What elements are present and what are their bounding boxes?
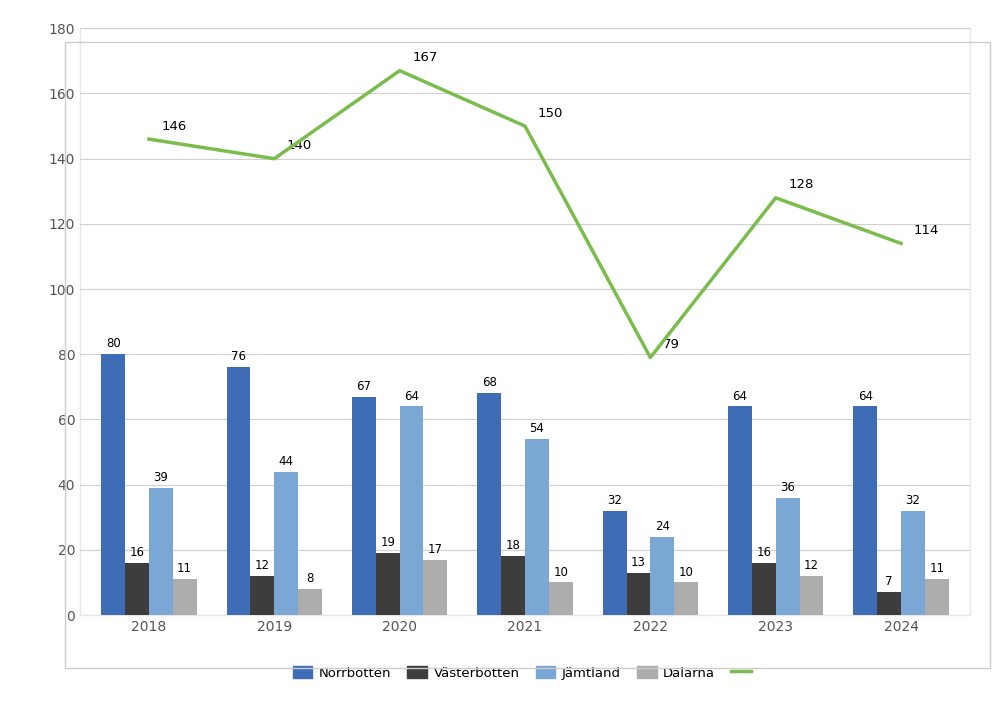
Bar	[477, 393, 501, 615]
Text: 67: 67	[356, 380, 371, 393]
Bar	[800, 576, 823, 615]
Text: 17: 17	[428, 543, 443, 556]
Bar	[423, 560, 447, 615]
Text: 79: 79	[663, 338, 680, 351]
Bar	[400, 407, 423, 615]
Bar	[101, 354, 125, 615]
Text: 18: 18	[506, 539, 521, 552]
Text: 24: 24	[655, 520, 670, 533]
Bar	[274, 472, 298, 615]
Text: 32: 32	[607, 494, 622, 507]
Text: 11: 11	[177, 562, 192, 575]
Bar	[250, 576, 274, 615]
Text: 7: 7	[885, 575, 893, 588]
Text: 44: 44	[279, 455, 294, 468]
Bar	[149, 488, 173, 615]
Text: 10: 10	[679, 566, 694, 578]
Text: 150: 150	[538, 107, 563, 119]
Text: 16: 16	[130, 546, 145, 559]
Text: 10: 10	[553, 566, 568, 578]
Text: 114: 114	[914, 224, 939, 237]
Bar	[501, 556, 525, 615]
Text: 19: 19	[380, 536, 395, 549]
Bar	[877, 592, 901, 615]
Bar	[728, 407, 752, 615]
Bar	[674, 583, 698, 615]
Text: 8: 8	[306, 572, 314, 585]
Text: 39: 39	[153, 471, 168, 484]
Bar	[525, 439, 549, 615]
Text: 64: 64	[732, 390, 747, 402]
Text: 11: 11	[929, 562, 944, 575]
Bar	[650, 537, 674, 615]
Bar	[125, 563, 149, 615]
Legend: Norrbotten, Västerbotten, Jämtland, Dalarna, : Norrbotten, Västerbotten, Jämtland, Dala…	[287, 661, 763, 685]
Text: 13: 13	[631, 556, 646, 569]
Bar	[173, 579, 197, 615]
Bar	[853, 407, 877, 615]
Text: 128: 128	[788, 178, 814, 192]
Text: 76: 76	[231, 351, 246, 363]
Text: 140: 140	[287, 139, 312, 152]
Text: 32: 32	[906, 494, 920, 507]
Bar	[227, 368, 250, 615]
Bar	[352, 397, 376, 615]
Text: 12: 12	[255, 559, 270, 572]
Text: 167: 167	[412, 51, 438, 64]
Text: 12: 12	[804, 559, 819, 572]
Text: 64: 64	[404, 390, 419, 402]
Bar	[901, 510, 925, 615]
Text: 36: 36	[780, 481, 795, 493]
Bar	[549, 583, 573, 615]
Bar	[776, 498, 800, 615]
Bar	[627, 573, 650, 615]
Text: 146: 146	[161, 119, 187, 133]
Bar	[298, 589, 322, 615]
Text: 54: 54	[529, 422, 544, 435]
Text: 16: 16	[756, 546, 771, 559]
Text: 80: 80	[106, 337, 121, 351]
Bar	[925, 579, 949, 615]
Text: 64: 64	[858, 390, 873, 402]
Bar	[376, 553, 400, 615]
Bar	[752, 563, 776, 615]
Text: 68: 68	[482, 377, 497, 390]
Bar	[603, 510, 627, 615]
